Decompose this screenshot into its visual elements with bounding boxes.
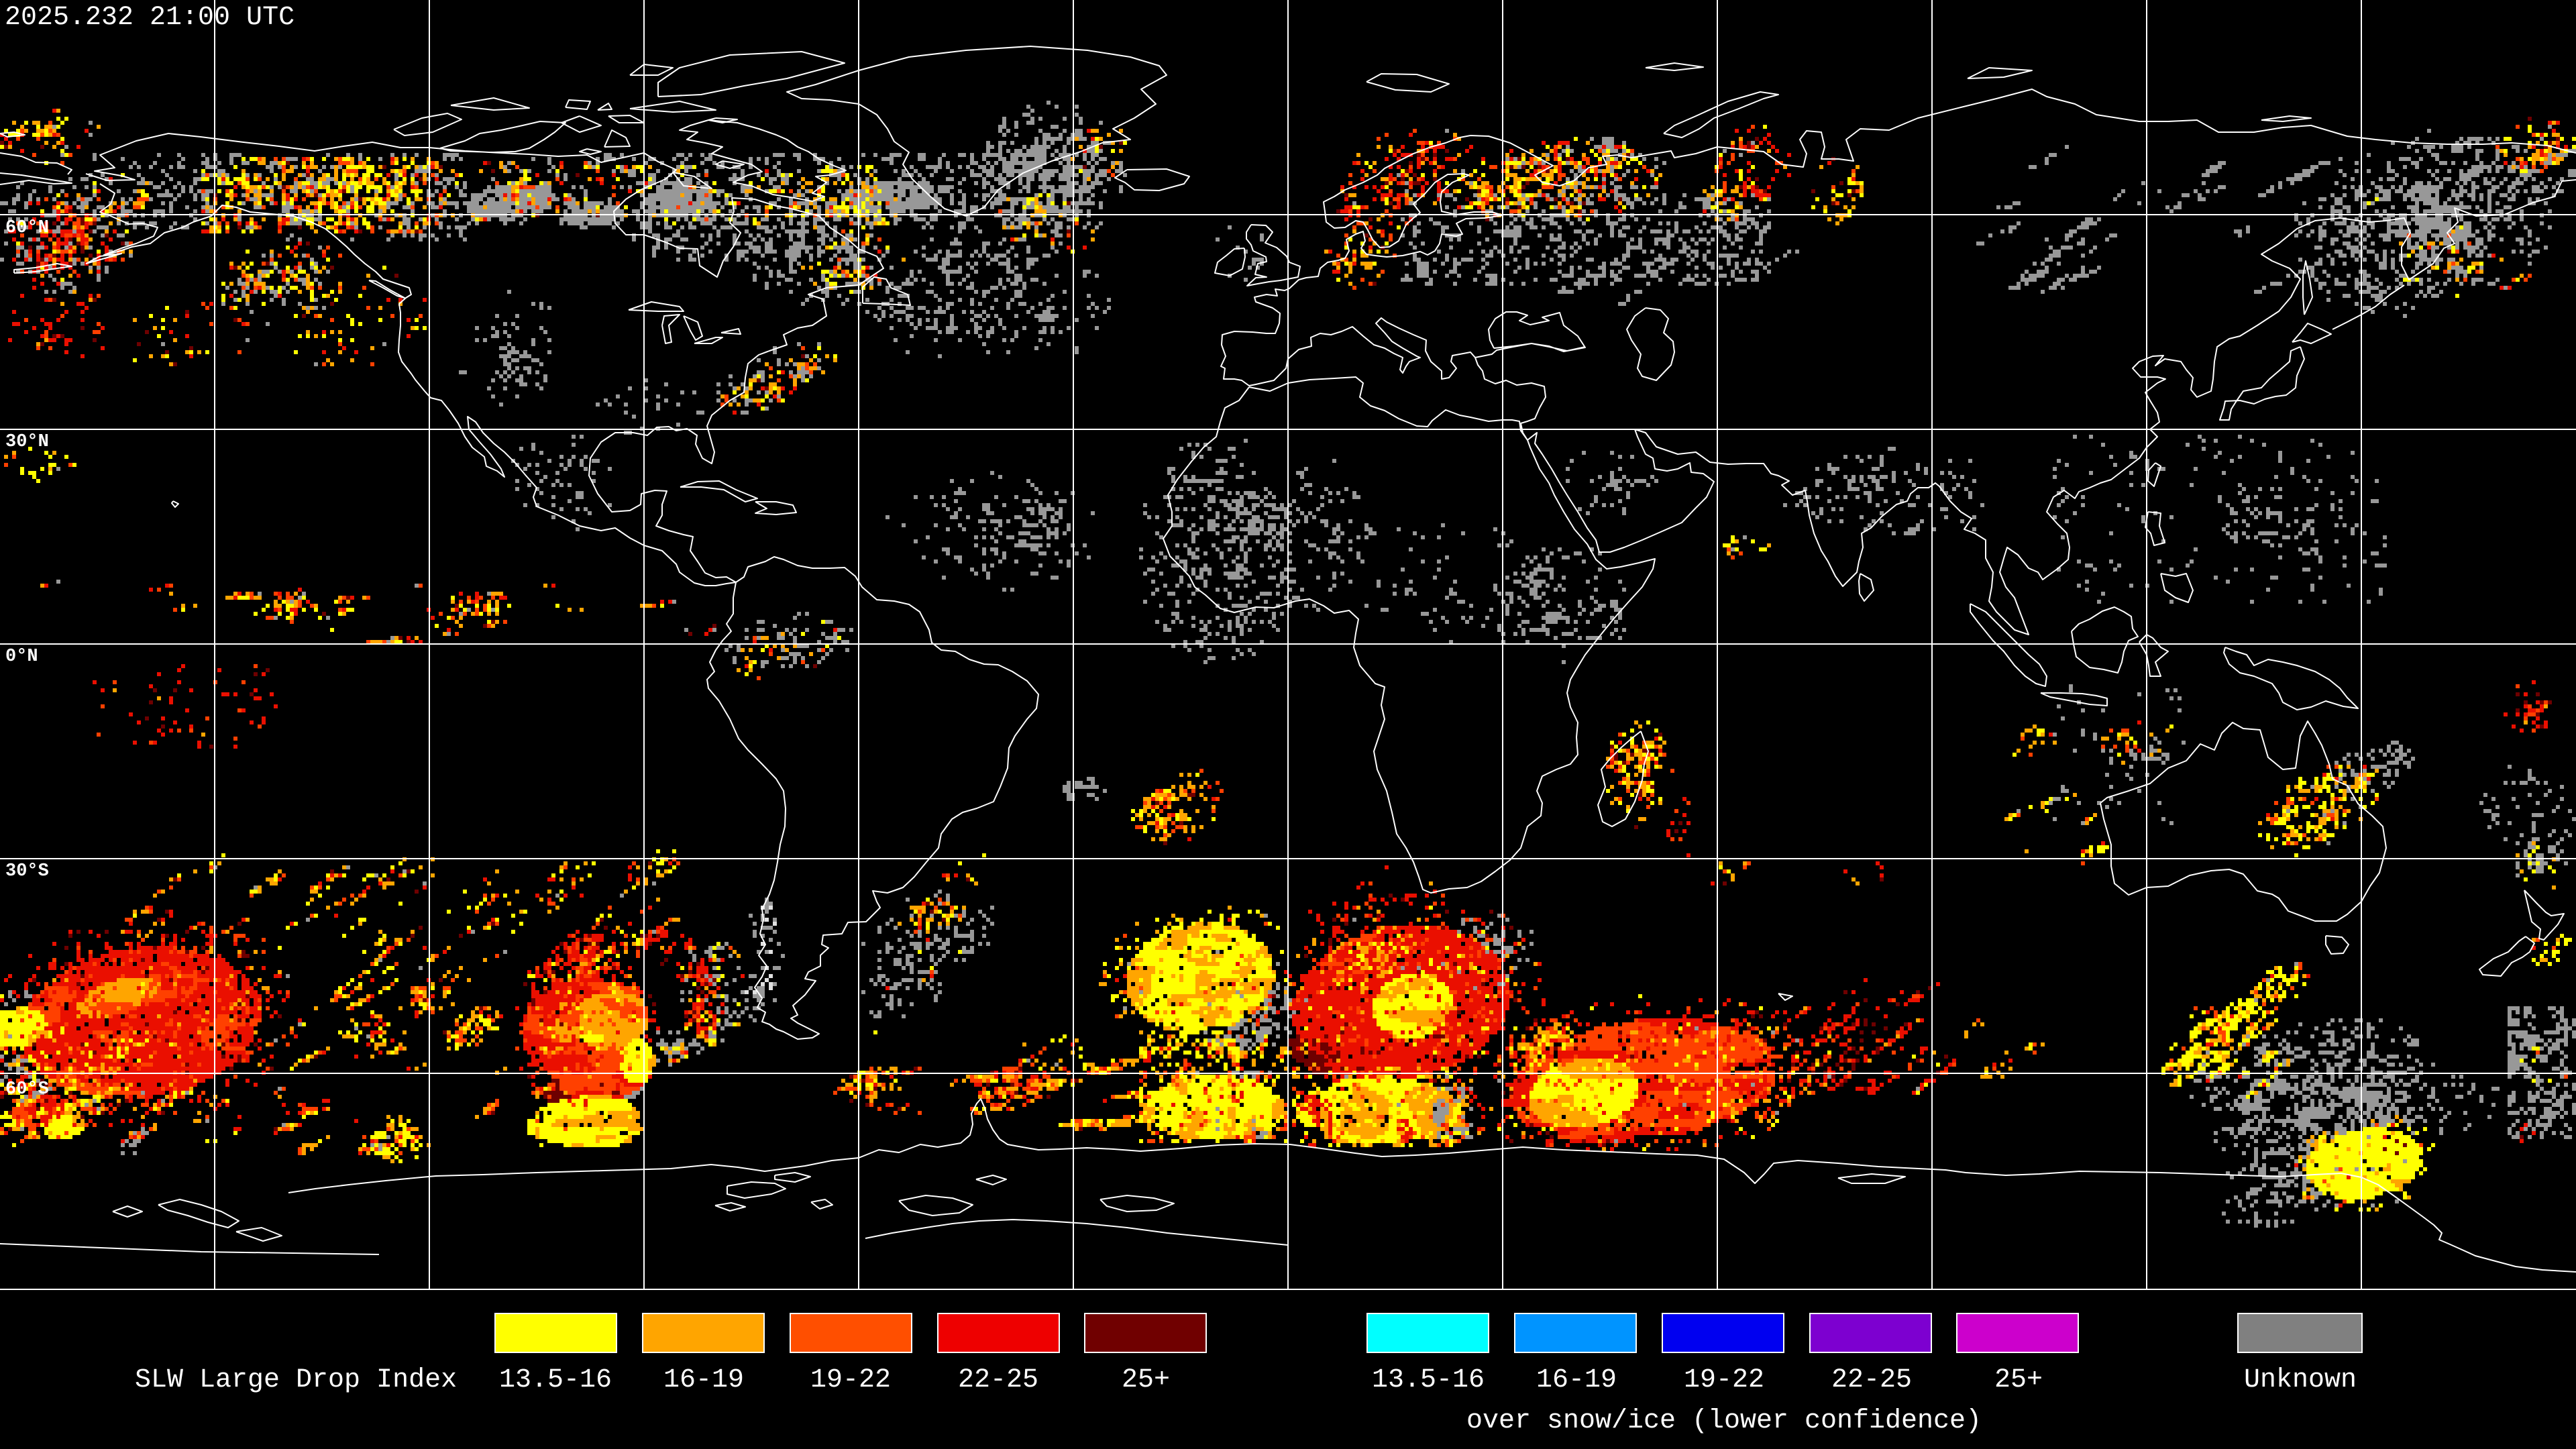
svg-text:25+: 25+ [1994,1365,2043,1395]
svg-text:16-19: 16-19 [663,1365,744,1395]
svg-text:13.5-16: 13.5-16 [499,1365,612,1395]
svg-text:13.5-16: 13.5-16 [1372,1365,1485,1395]
svg-text:30°S: 30°S [5,861,49,881]
svg-text:60°S: 60°S [5,1079,49,1099]
svg-text:19-22: 19-22 [1684,1365,1764,1395]
svg-text:SLW Large Drop Index: SLW Large Drop Index [135,1365,457,1395]
svg-text:over snow/ice (lower confidenc: over snow/ice (lower confidence) [1466,1406,1982,1436]
svg-text:2025.232 21:00 UTC: 2025.232 21:00 UTC [5,3,294,33]
svg-text:Unknown: Unknown [2244,1365,2357,1395]
svg-text:30°N: 30°N [5,432,49,452]
svg-text:19-22: 19-22 [810,1365,891,1395]
svg-text:16-19: 16-19 [1536,1365,1617,1395]
svg-text:25+: 25+ [1122,1365,1170,1395]
svg-text:60°N: 60°N [5,218,49,238]
svg-text:0°N: 0°N [5,647,38,667]
svg-text:22-25: 22-25 [1831,1365,1912,1395]
svg-text:22-25: 22-25 [958,1365,1038,1395]
